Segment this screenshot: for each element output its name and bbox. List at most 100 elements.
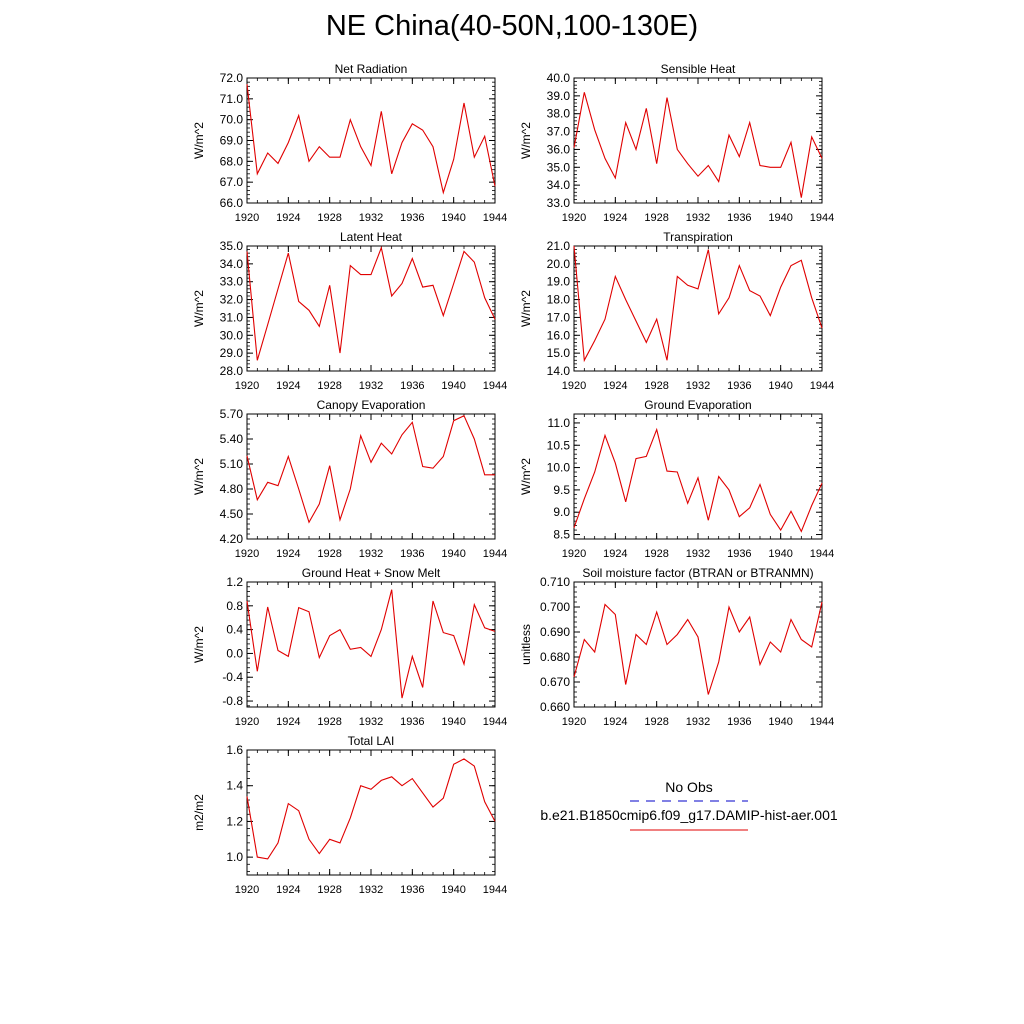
legend-model-label: b.e21.B1850cmip6.f09_g17.DAMIP-hist-aer.…	[540, 807, 838, 823]
y-tick-label: 4.80	[220, 482, 244, 496]
y-tick-label: 5.70	[220, 407, 244, 421]
x-tick-label: 1936	[400, 884, 424, 896]
model-series-line	[246, 758, 496, 860]
x-tick-label: 1920	[562, 380, 586, 392]
x-tick-label: 1936	[400, 548, 424, 560]
y-tick-label: 16.0	[547, 328, 571, 342]
y-tick-label: 70.0	[220, 113, 244, 127]
x-tick-label: 1944	[810, 380, 834, 392]
y-tick-label: 67.0	[220, 175, 244, 189]
model-series-line	[573, 601, 823, 695]
x-tick-label: 1928	[644, 380, 668, 392]
model-series-line	[573, 245, 823, 363]
x-tick-label: 1928	[644, 212, 668, 224]
y-tick-label: 8.5	[553, 528, 570, 542]
y-tick-label: 28.0	[220, 364, 244, 378]
panel-ground-heat-snow-melt: Ground Heat + Snow Melt W/m^2 1920 1924 1928…	[192, 566, 507, 728]
x-tick-label: 1920	[562, 716, 586, 728]
y-tick-label: 1.0	[226, 850, 243, 864]
y-tick-label: 10.5	[547, 438, 571, 452]
x-tick-label: 1944	[483, 212, 507, 224]
y-tick-label: 38.0	[547, 107, 571, 121]
x-tick-label: 1928	[644, 548, 668, 560]
x-tick-label: 1940	[768, 716, 792, 728]
x-tick-label: 1940	[768, 380, 792, 392]
x-tick-label: 1936	[400, 380, 424, 392]
y-tick-label: 66.0	[220, 196, 244, 210]
y-tick-label: 72.0	[220, 71, 244, 85]
panel-ground-evaporation: Ground Evaporation W/m^2 1920 1924 1928 1932 1…	[519, 398, 834, 560]
x-tick-label: 1940	[441, 548, 465, 560]
y-tick-label: 29.0	[220, 346, 244, 360]
y-tick-label: 9.5	[553, 483, 570, 497]
y-axis-label: W/m^2	[192, 122, 206, 159]
y-tick-label: 11.0	[548, 416, 571, 430]
x-tick-label: 1924	[603, 548, 627, 560]
panel-title: Latent Heat	[340, 230, 403, 244]
y-tick-label: 19.0	[547, 275, 571, 289]
panel-sensible-heat: Sensible Heat W/m^2 1920 1924 1928 1932 1936 19…	[519, 62, 834, 224]
x-tick-label: 1940	[441, 212, 465, 224]
x-tick-label: 1932	[359, 884, 383, 896]
x-tick-label: 1932	[686, 212, 710, 224]
y-tick-label: 0.690	[540, 625, 570, 639]
y-axis-label: W/m^2	[519, 458, 533, 495]
plot-frame	[246, 581, 496, 708]
model-series-line	[573, 427, 823, 533]
panel-title: Net Radiation	[335, 62, 408, 76]
x-tick-label: 1940	[768, 212, 792, 224]
figure-title: NE China(40-50N,100-130E)	[325, 10, 699, 42]
y-tick-label: 35.0	[220, 239, 244, 253]
y-tick-label: 0.700	[540, 600, 570, 614]
x-tick-label: 1932	[359, 380, 383, 392]
y-tick-label: 69.0	[220, 134, 244, 148]
y-tick-label: 30.0	[220, 328, 244, 342]
panel-net-radiation: Net Radiation W/m^2 1920 1924 1928 1932 1936 19…	[192, 62, 507, 224]
x-tick-label: 1944	[483, 884, 507, 896]
model-series-line	[573, 92, 823, 198]
x-tick-label: 1928	[644, 716, 668, 728]
y-tick-label: 5.40	[220, 432, 244, 446]
x-tick-label: 1928	[317, 212, 341, 224]
y-tick-label: 1.4	[226, 779, 243, 793]
x-tick-label: 1920	[562, 212, 586, 224]
y-tick-label: 34.0	[547, 178, 571, 192]
plot-frame	[573, 245, 823, 372]
y-tick-label: 40.0	[547, 71, 571, 85]
plot-frame	[573, 77, 823, 204]
y-tick-label: 1.6	[226, 743, 243, 757]
y-tick-label: 0.8	[226, 599, 243, 613]
y-tick-label: 0.4	[226, 623, 243, 637]
plot-frame	[246, 77, 496, 204]
x-tick-label: 1928	[317, 380, 341, 392]
x-tick-label: 1932	[359, 212, 383, 224]
x-tick-label: 1924	[603, 212, 627, 224]
x-tick-label: 1920	[235, 212, 259, 224]
y-tick-label: -0.4	[222, 670, 243, 684]
x-tick-label: 1932	[686, 548, 710, 560]
x-tick-label: 1932	[359, 548, 383, 560]
y-tick-label: 4.50	[220, 507, 244, 521]
y-axis-label: W/m^2	[519, 290, 533, 327]
x-tick-label: 1928	[317, 716, 341, 728]
y-tick-label: 39.0	[547, 89, 571, 103]
x-tick-label: 1920	[235, 380, 259, 392]
x-tick-label: 1940	[441, 884, 465, 896]
x-tick-label: 1936	[727, 380, 751, 392]
x-tick-label: 1932	[359, 716, 383, 728]
y-tick-label: 0.680	[540, 650, 570, 664]
panel-title: Ground Heat + Snow Melt	[302, 566, 441, 580]
x-tick-label: 1944	[810, 212, 834, 224]
x-tick-label: 1924	[276, 548, 300, 560]
y-tick-label: 68.0	[220, 154, 244, 168]
y-tick-label: 5.10	[220, 457, 244, 471]
x-tick-label: 1944	[810, 716, 834, 728]
x-tick-label: 1924	[276, 716, 300, 728]
x-tick-label: 1936	[400, 716, 424, 728]
x-tick-label: 1920	[235, 884, 259, 896]
y-tick-label: 31.0	[220, 310, 244, 324]
y-axis-label: W/m^2	[192, 290, 206, 327]
y-tick-label: 37.0	[547, 125, 571, 139]
x-tick-label: 1944	[810, 548, 834, 560]
